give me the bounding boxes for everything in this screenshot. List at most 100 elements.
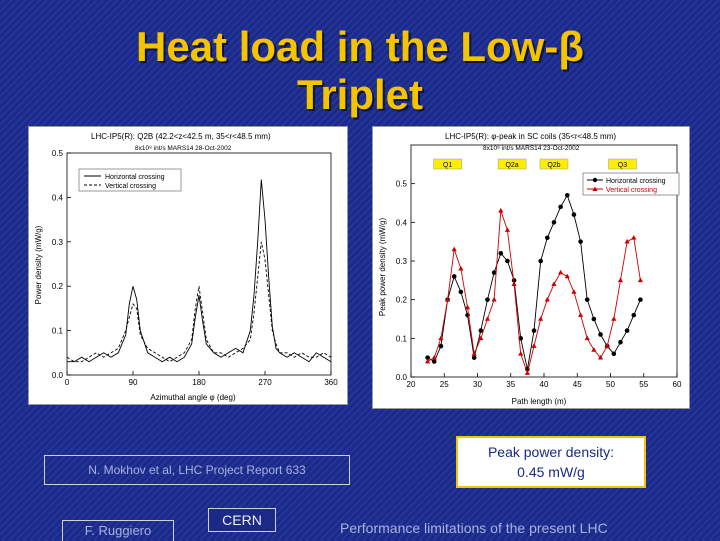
c2-point	[498, 250, 504, 256]
c2-ytick-label: 0.0	[396, 373, 408, 382]
c2-point	[617, 277, 624, 283]
slide-title-line1: Heat load in the Low-β	[136, 23, 584, 70]
c1-series-1-line	[66, 241, 332, 363]
c2-point	[545, 235, 550, 241]
path-length-chart: LHC-IP5(R): φ-peak in SC coils (35<r<48.…	[378, 132, 682, 406]
footer-cern-label: CERN	[208, 508, 276, 532]
c2-point	[531, 343, 537, 348]
c2-point	[538, 316, 544, 321]
c2-ytick-label: 0.4	[396, 218, 408, 227]
chart2-ylabel: Peak power density (mW/g)	[378, 218, 387, 317]
path-length-chart-panel: LHC-IP5(R): φ-peak in SC coils (35<r<48.…	[372, 126, 690, 409]
c2-point	[478, 328, 484, 333]
c2-xtick-label: 60	[673, 380, 682, 389]
c2-point	[531, 328, 537, 333]
c2-point	[498, 207, 504, 213]
peak-power-callout: Peak power density: 0.45 mW/g	[456, 436, 646, 488]
chart2-legend-marker-vertical	[592, 186, 598, 191]
c1-ytick-label: 0.2	[52, 282, 64, 291]
c2-point	[431, 359, 437, 364]
c2-point	[598, 332, 603, 337]
c2-xtick-label: 25	[440, 380, 449, 389]
c1-ytick-label: 0.3	[52, 238, 64, 247]
c2-point	[637, 277, 644, 283]
chart2-title: LHC-IP5(R): φ-peak in SC coils (35<r<48.…	[445, 132, 616, 141]
chart1-subtitle: 8x10⁸ int/s MARS14 28-Oct-2002	[135, 145, 232, 152]
c2-point	[611, 316, 617, 321]
c2-point	[491, 296, 497, 302]
c2-point	[518, 351, 524, 356]
c1-ytick-label: 0.4	[52, 193, 64, 202]
c2-point	[631, 312, 637, 318]
c2-point	[431, 354, 437, 360]
c2-point	[458, 289, 464, 295]
c1-xtick-label: 360	[324, 378, 338, 387]
c2-segment-box	[433, 158, 462, 170]
c2-xtick-label: 30	[473, 380, 482, 389]
c2-point	[571, 289, 577, 294]
c2-point	[564, 192, 570, 198]
c2-ytick-label: 0.1	[396, 334, 408, 343]
c2-xtick-label: 20	[407, 380, 416, 389]
c2-point	[444, 296, 451, 302]
c2-point	[471, 355, 477, 360]
c2-point	[638, 297, 643, 302]
chart1-xlabel: Azimuthal angle φ (deg)	[150, 393, 236, 402]
c2-xtick-label: 45	[573, 380, 582, 389]
c2-point	[504, 227, 511, 232]
chart2-legend-marker-horizontal	[592, 177, 598, 183]
c1-xtick-label: 270	[258, 378, 272, 387]
reference-citation: N. Mokhov et al, LHC Project Report 633	[44, 455, 350, 485]
c2-point	[471, 351, 477, 356]
c2-point	[451, 246, 457, 252]
chart2-xlabel: Path length (m)	[512, 397, 567, 406]
c2-point	[597, 354, 604, 360]
chart1-ylabel: Power density (mW/g)	[34, 225, 43, 304]
c2-xtick-label: 50	[606, 380, 615, 389]
c2-segment-box	[608, 158, 637, 170]
c2-point	[584, 297, 590, 302]
peak-power-label: Peak power density:	[487, 444, 615, 460]
c2-point	[425, 355, 430, 360]
c2-xtick-label: 40	[540, 380, 549, 389]
c2-point	[624, 328, 630, 333]
c2-segment-label: Q3	[618, 162, 627, 169]
slide-title-line2: Triplet	[296, 71, 424, 118]
c2-series-0-line	[427, 194, 641, 370]
chart1-legend-horizontal: Horizontal crossing	[105, 174, 165, 181]
chart1-legend-vertical: Vertical crossing	[105, 183, 156, 190]
c2-point	[564, 273, 570, 279]
c2-point	[478, 335, 484, 341]
chart2-subtitle: 8x10⁸ int/s MARS14 23-Oct-2002	[483, 145, 580, 152]
c2-ytick-label: 0.5	[396, 180, 408, 189]
c2-xtick-label: 55	[639, 380, 648, 389]
c2-point	[604, 343, 610, 348]
c2-point	[611, 351, 617, 357]
c1-ytick-label: 0.0	[52, 371, 64, 380]
c2-point	[511, 281, 517, 286]
c2-point	[425, 358, 431, 364]
c2-point	[591, 347, 597, 352]
c2-point	[591, 316, 597, 322]
c2-point	[577, 312, 584, 317]
c2-point	[491, 270, 497, 275]
chart2-legend: Horizontal crossing Vertical crossing	[582, 172, 680, 196]
footer-author: F. Ruggiero	[62, 520, 174, 541]
c2-ytick-label: 0.3	[396, 257, 408, 266]
azimuthal-chart-panel: LHC-IP5(R): Q2B (42.2<z<42.5 m, 35<r<48.…	[28, 126, 348, 405]
c2-point	[544, 296, 550, 302]
chart1-title: LHC-IP5(R): Q2B (42.2<z<42.5 m, 35<r<48.…	[91, 132, 271, 141]
c2-point	[451, 274, 457, 279]
c2-point	[578, 239, 583, 244]
chart2-legend-vertical: Vertical crossing	[606, 187, 657, 194]
c2-point	[484, 316, 491, 321]
c2-xtick-label: 35	[506, 380, 515, 389]
c2-point	[584, 335, 590, 341]
azimuthal-chart: LHC-IP5(R): Q2B (42.2<z<42.5 m, 35<r<48.…	[34, 132, 338, 402]
chart2-legend-horizontal: Horizontal crossing	[606, 178, 666, 185]
c1-xtick-label: 90	[129, 378, 138, 387]
chart1-legend: Horizontal crossing Vertical crossing	[78, 168, 182, 192]
c2-point	[571, 212, 577, 217]
c1-xtick-label: 180	[192, 378, 206, 387]
c2-ytick-label: 0.2	[396, 296, 408, 305]
